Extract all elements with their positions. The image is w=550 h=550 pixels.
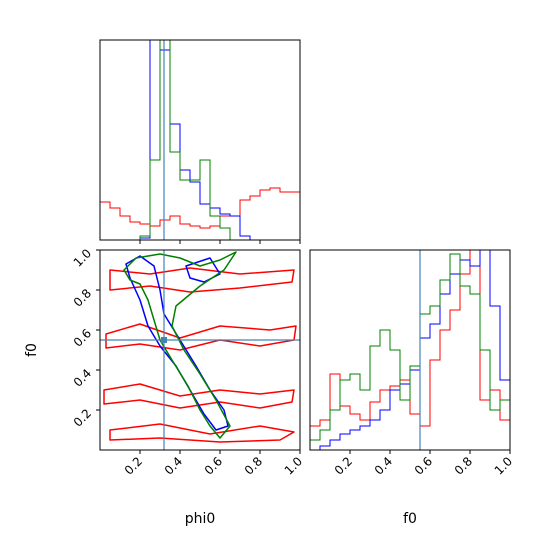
f0-hist-xtick-label-3: 0.8 — [452, 454, 475, 477]
phi0-f0-contour-xtick-label-0: 0.2 — [122, 454, 145, 477]
f0-hist-xtick-label-0: 0.2 — [332, 454, 355, 477]
contour-ytick-label-2: 0.6 — [71, 326, 94, 349]
f0-hist-xtick-label-2: 0.6 — [412, 454, 435, 477]
f0-hist-xtick-label-1: 0.4 — [372, 454, 395, 477]
contour-line-1 — [105, 323, 297, 351]
y-axis-label-f0: f0 — [24, 343, 40, 357]
phi0-f0-contour-xtick-label-3: 0.8 — [242, 454, 265, 477]
contour-ytick-label-0: 0.2 — [71, 406, 94, 429]
contour-line-6 — [123, 251, 237, 439]
f0-hist-xtick-label-4: 1.0 — [492, 454, 515, 477]
phi0-hist-series-2-step — [100, 40, 300, 240]
contour-line-3 — [109, 423, 295, 443]
phi0-f0-contour-frame — [99, 249, 301, 451]
contour-line-4 — [125, 255, 229, 431]
contour-ytick-label-3: 0.8 — [71, 286, 94, 309]
phi0-f0-contour-xtick-label-4: 1.0 — [282, 454, 305, 477]
contour-line-2 — [103, 383, 295, 409]
phi0-f0-contour-xtick-label-1: 0.4 — [162, 454, 185, 477]
x-axis-label-phi0: phi0 — [185, 511, 216, 527]
contour-ytick-label-4: 1.0 — [71, 246, 94, 269]
contour-truth-marker — [161, 337, 167, 343]
phi0-hist-frame — [99, 39, 301, 241]
x-axis-label-f0: f0 — [403, 511, 417, 527]
phi0-histogram-panel — [99, 39, 301, 244]
phi0-f0-contour-panel: 0.2 0.4 0.6 0.8 1.0 0.2 0.4 0.6 0.8 1.0 — [71, 246, 305, 477]
phi0-f0-contour-xtick-label-2: 0.6 — [202, 454, 225, 477]
phi0-hist-series-0-step — [100, 187, 300, 229]
contour-line-0 — [109, 267, 295, 293]
contour-ytick-label-1: 0.4 — [71, 366, 94, 389]
f0-hist-series-2-step — [310, 253, 510, 441]
phi0-hist-series-1-step — [100, 40, 300, 240]
f0-histogram-panel: 0.2 0.4 0.6 0.8 1.0 — [309, 249, 515, 478]
f0-hist-frame — [309, 249, 511, 451]
